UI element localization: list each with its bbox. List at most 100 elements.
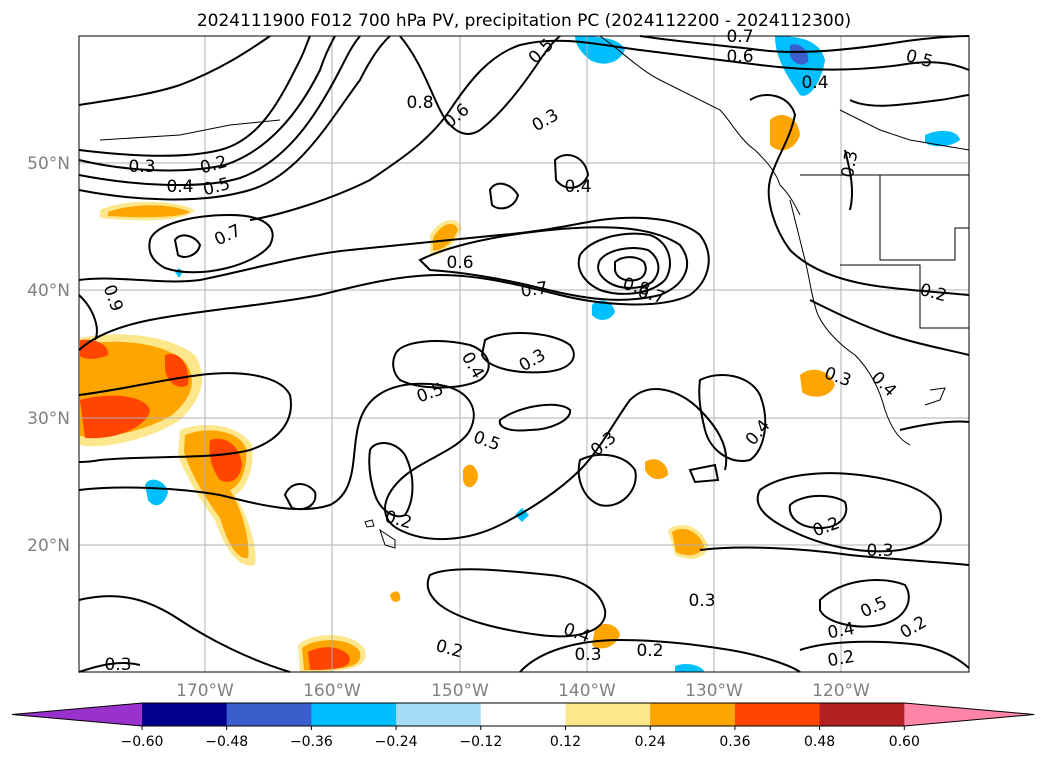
- pv-contour: [283, 483, 317, 511]
- precip-positive-region: [672, 528, 704, 556]
- pv-contour: [799, 640, 970, 669]
- longitude-labels: 170°W 160°W 150°W 140°W 130°W 120°W: [176, 681, 870, 701]
- pv-contour: [173, 234, 202, 258]
- lon-label-170w: 170°W: [176, 681, 234, 701]
- pv-contour: [688, 463, 720, 484]
- lat-label-50n: 50°N: [27, 154, 70, 174]
- coastline-hawaii: [364, 519, 375, 528]
- colorbar-tick-label: 0.48: [804, 734, 835, 750]
- precip-negative-region: [675, 664, 705, 672]
- pv-contour: [698, 374, 767, 462]
- lon-label-150w: 150°W: [431, 681, 489, 701]
- pv-contour: [849, 94, 970, 107]
- lat-label-20n: 20°N: [27, 536, 70, 556]
- pv-contours: [78, 35, 970, 673]
- contour-label: 0.3: [688, 591, 715, 611]
- pv-contour: [639, 35, 970, 53]
- colorbar-tick-label: −0.48: [205, 734, 248, 750]
- colorbar-tick-label: 0.24: [635, 734, 666, 750]
- pv-contour: [78, 662, 141, 673]
- colorbar-tick-label: −0.60: [121, 734, 164, 750]
- lat-label-40n: 40°N: [27, 281, 70, 301]
- precip-positive-region: [108, 205, 190, 218]
- contour-label: 0.4: [826, 619, 856, 643]
- lat-label-30n: 30°N: [27, 409, 70, 429]
- precip-positive-region: [645, 459, 668, 480]
- coastline-north-america: [599, 35, 801, 216]
- map-background: [79, 36, 969, 672]
- precip-negative-region: [790, 44, 809, 65]
- precip-positive-region: [463, 464, 478, 488]
- contour-label: 0.3: [838, 149, 862, 179]
- colorbar-tick-label: 0.12: [550, 734, 581, 750]
- pv-contour: [577, 453, 637, 507]
- pv-contour: [809, 299, 970, 356]
- precip-positive-region: [800, 369, 835, 397]
- pv-contour: [597, 247, 660, 289]
- pv-contour: [749, 94, 970, 296]
- contour-label: 0.3: [104, 655, 131, 675]
- map-frame: [78, 35, 970, 673]
- pv-contour: [577, 232, 671, 295]
- colorbar-tick-label: −0.12: [459, 734, 502, 750]
- contour-label: 0.7: [520, 278, 550, 302]
- colorbar-swatch: [396, 703, 482, 726]
- pv-contour: [399, 35, 561, 135]
- coastlines: [99, 35, 970, 549]
- pv-contour: [78, 216, 710, 351]
- pv-contour: [368, 442, 414, 518]
- grid-lines: [79, 36, 969, 672]
- pv-contour: [553, 154, 590, 189]
- contour-label: 0.7: [726, 27, 753, 47]
- colorbar-swatch: [480, 703, 566, 726]
- pv-contour: [392, 340, 490, 389]
- colorbar-tick-label: −0.24: [375, 734, 418, 750]
- precip-positive-region: [80, 395, 150, 439]
- colorbar-tick-label: −0.36: [290, 734, 333, 750]
- colorbar-tick-label: 0.36: [719, 734, 750, 750]
- contour-label: 0.4: [564, 177, 591, 197]
- coastline-baja: [924, 387, 946, 406]
- colorbar-swatch: [311, 703, 397, 726]
- colorbar-swatch: [734, 703, 821, 726]
- colorbar-swatch: [226, 703, 312, 726]
- contour-label: 0.3: [128, 157, 155, 177]
- coastline-hawaii: [379, 528, 396, 549]
- colorbar-swatch: [819, 703, 905, 726]
- pv-contour: [699, 546, 970, 566]
- precip-negative-region: [925, 130, 960, 147]
- contour-label: 0.4: [801, 73, 828, 93]
- contour-label: 0.8: [406, 93, 433, 113]
- precip-negative-region: [592, 300, 615, 320]
- figure-title: 2024111900 F012 700 hPa PV, precipitatio…: [197, 11, 851, 31]
- pv-contour: [899, 420, 970, 431]
- contour-label: 0.4: [166, 177, 193, 197]
- lon-label-160w: 160°W: [303, 681, 361, 701]
- pv-contour: [819, 579, 910, 628]
- pv-contour: [480, 332, 575, 374]
- precip-positive-region: [433, 223, 458, 251]
- lon-label-140w: 140°W: [558, 681, 616, 701]
- pv-contour: [78, 35, 336, 172]
- contour-label: 0.3: [866, 541, 893, 561]
- precip-positive-region: [390, 591, 401, 603]
- contour-label: 0.2: [826, 647, 856, 671]
- coastline-north-america: [839, 109, 970, 151]
- colorbar-tick-label: 0.60: [889, 734, 920, 750]
- precip-positive-region: [592, 624, 620, 649]
- coastline-aleutians: [99, 119, 281, 141]
- latitude-labels: 50°N 40°N 30°N 20°N: [27, 154, 70, 556]
- political-border: [879, 175, 969, 261]
- pv-contour: [249, 39, 970, 221]
- pv-contour: [426, 568, 607, 638]
- contour-label: 0.3: [574, 645, 601, 665]
- pv-contour: [788, 494, 848, 530]
- pv-contour: [78, 35, 391, 201]
- pv-contour: [614, 256, 647, 282]
- pv-contour: [78, 35, 361, 186]
- pv-contour: [78, 35, 311, 157]
- contour-label: 0.6: [726, 47, 753, 67]
- pv-contour: [488, 182, 520, 210]
- precip-negative-region: [145, 479, 168, 506]
- coastline-north-america: [789, 199, 911, 446]
